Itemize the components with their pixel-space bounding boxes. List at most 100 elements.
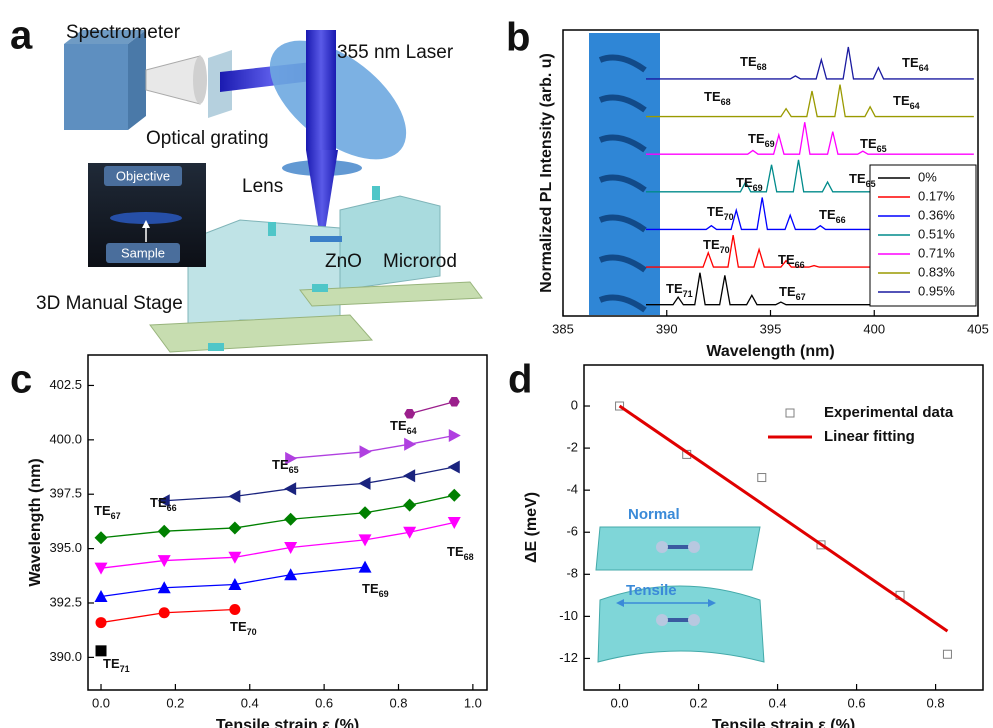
marker bbox=[158, 525, 171, 538]
y-axis-label: Normalized PL Intensity (arb. u) bbox=[538, 53, 555, 293]
y-axis-label: Wavelength (nm) bbox=[27, 458, 44, 586]
atom bbox=[688, 614, 700, 626]
y-tick-label: 402.5 bbox=[49, 377, 82, 392]
series-label: TE67 bbox=[94, 503, 121, 521]
marker bbox=[404, 409, 415, 419]
legend-label: 0.71% bbox=[918, 245, 955, 260]
x-tick-label: 0.6 bbox=[315, 695, 333, 710]
series-label: TE65 bbox=[272, 457, 299, 475]
subscript: 65 bbox=[289, 465, 299, 475]
cone-end bbox=[193, 56, 207, 104]
subscript: 64 bbox=[919, 63, 929, 73]
marker bbox=[228, 521, 241, 534]
annotation: TE69 bbox=[748, 131, 775, 149]
panel-label: a bbox=[10, 14, 33, 58]
annotation: Normal bbox=[628, 506, 680, 523]
text: TE bbox=[666, 281, 683, 296]
marker bbox=[448, 489, 461, 502]
text: TE bbox=[849, 171, 866, 186]
series-line bbox=[646, 122, 974, 154]
text: TE bbox=[902, 55, 919, 70]
x-axis-label: Wavelength (nm) bbox=[706, 343, 834, 360]
knob bbox=[372, 186, 380, 200]
y-tick-label: -4 bbox=[566, 482, 578, 497]
marker bbox=[95, 563, 108, 575]
marker bbox=[403, 469, 415, 482]
subscript: 65 bbox=[866, 179, 876, 189]
atom bbox=[688, 541, 700, 553]
text: TE bbox=[94, 503, 111, 518]
focused-beam bbox=[306, 150, 338, 238]
marker bbox=[284, 513, 297, 526]
marker bbox=[229, 604, 240, 615]
marker bbox=[96, 617, 107, 628]
plate-tensile bbox=[598, 586, 764, 662]
text: TE bbox=[778, 252, 795, 267]
panel-label: c bbox=[10, 358, 32, 402]
annotation: Tensile bbox=[626, 582, 677, 599]
legend-label: Linear fitting bbox=[824, 428, 915, 445]
series-label: TE66 bbox=[150, 495, 177, 513]
annotation: TE67 bbox=[779, 284, 806, 302]
y-axis-label: ΔE (meV) bbox=[523, 492, 540, 563]
subscript: 67 bbox=[111, 511, 121, 521]
y-tick-label: -2 bbox=[566, 440, 578, 455]
x-tick-label: 0.8 bbox=[927, 695, 945, 710]
figure: a b c d Spectrometer 355 nm Laser Optica… bbox=[0, 0, 993, 728]
y-tick-label: -10 bbox=[559, 608, 578, 623]
subscript: 67 bbox=[796, 292, 806, 302]
annotation: TE70 bbox=[703, 237, 730, 255]
series-line bbox=[646, 85, 974, 117]
annotation: TE66 bbox=[819, 207, 846, 225]
subscript: 69 bbox=[379, 589, 389, 599]
x-tick-label: 0.0 bbox=[611, 695, 629, 710]
inset-image bbox=[589, 33, 660, 315]
subscript: 69 bbox=[753, 183, 763, 193]
x-tick-label: 385 bbox=[552, 321, 574, 336]
setup-diagram: Spectrometer 355 nm Laser Optical gratin… bbox=[36, 18, 482, 352]
legend-label: 0.17% bbox=[918, 188, 955, 203]
atom bbox=[656, 541, 668, 553]
label: 3D Manual Stage bbox=[36, 293, 183, 314]
series-label: TE64 bbox=[390, 418, 417, 436]
series-label: TE68 bbox=[447, 544, 474, 562]
text: TE bbox=[447, 544, 464, 559]
subscript: 71 bbox=[120, 664, 130, 674]
inset-background bbox=[589, 33, 660, 315]
subscript: 64 bbox=[910, 101, 920, 111]
annotation: TE70 bbox=[707, 204, 734, 222]
x-tick-label: 1.0 bbox=[464, 695, 482, 710]
subscript: 64 bbox=[407, 426, 417, 436]
annotation: TE68 bbox=[704, 89, 731, 107]
label: Objective bbox=[116, 168, 170, 183]
atom bbox=[656, 614, 668, 626]
text: TE bbox=[704, 89, 721, 104]
text: TE bbox=[740, 54, 757, 69]
marker bbox=[96, 645, 107, 656]
stage-base bbox=[150, 315, 372, 352]
y-tick-label: 397.5 bbox=[49, 486, 82, 501]
annotation: TE71 bbox=[666, 281, 693, 299]
y-tick-label: -6 bbox=[566, 524, 578, 539]
panel-label: d bbox=[508, 358, 532, 402]
x-tick-label: 400 bbox=[863, 321, 885, 336]
knob bbox=[312, 284, 328, 292]
text: TE bbox=[748, 131, 765, 146]
text: TE bbox=[860, 136, 877, 151]
text: TE bbox=[150, 495, 167, 510]
text: TE bbox=[362, 581, 379, 596]
marker bbox=[359, 561, 372, 573]
x-tick-label: 0.4 bbox=[241, 695, 259, 710]
subscript: 66 bbox=[795, 260, 805, 270]
text: TE bbox=[230, 619, 247, 634]
x-tick-label: 0.8 bbox=[389, 695, 407, 710]
marker bbox=[449, 397, 460, 407]
annotation: TE64 bbox=[902, 55, 929, 73]
y-tick-label: 392.5 bbox=[49, 594, 82, 609]
x-tick-label: 395 bbox=[760, 321, 782, 336]
text: TE bbox=[707, 204, 724, 219]
label: Spectrometer bbox=[66, 22, 181, 43]
x-tick-label: 405 bbox=[967, 321, 989, 336]
series-label: TE69 bbox=[362, 581, 389, 599]
series-label: TE70 bbox=[230, 619, 257, 637]
